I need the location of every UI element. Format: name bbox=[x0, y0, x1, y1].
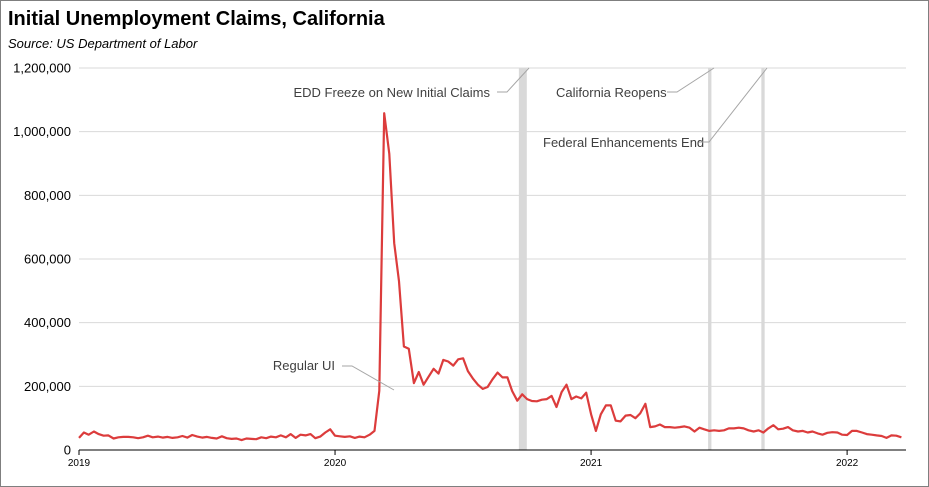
event-bands bbox=[518, 68, 765, 450]
axes: 0 200,000 400,000 600,000 800,000 1,000,000 1,… bbox=[13, 61, 906, 469]
annotation-label: EDD Freeze on New Initial Claims bbox=[293, 85, 490, 100]
annotation-label: Federal Enhancements End bbox=[543, 135, 704, 150]
annotation-label: Regular UI bbox=[273, 358, 335, 373]
event-band-1 bbox=[708, 68, 712, 450]
y-tick-label: 200,000 bbox=[24, 379, 71, 394]
gridlines bbox=[79, 67, 906, 387]
annotation-leader bbox=[497, 67, 530, 93]
series-layer bbox=[78, 112, 902, 442]
event-band-2 bbox=[761, 68, 765, 450]
x-tick-label: 2019 bbox=[68, 458, 91, 469]
annotations-layer: EDD Freeze on New Initial Claims Californ… bbox=[273, 67, 768, 391]
y-tick-label: 400,000 bbox=[24, 315, 71, 330]
event-band-0 bbox=[518, 68, 527, 450]
y-tick-label: 0 bbox=[64, 443, 71, 458]
x-tick-label: 2020 bbox=[324, 458, 347, 469]
annotation-leader bbox=[667, 67, 715, 93]
chart-title: Initial Unemployment Claims, California bbox=[8, 8, 385, 30]
y-tick-label: 1,200,000 bbox=[13, 61, 71, 76]
series-line-0 bbox=[78, 112, 902, 442]
x-tick-label: 2022 bbox=[836, 458, 859, 469]
annotation-leader bbox=[699, 67, 768, 143]
annotation-label: California Reopens bbox=[556, 85, 667, 100]
chart-subtitle: Source: US Department of Labor bbox=[8, 36, 198, 51]
y-tick-label: 1,000,000 bbox=[13, 124, 71, 139]
y-tick-label: 800,000 bbox=[24, 188, 71, 203]
annotation-leader bbox=[342, 365, 395, 391]
x-tick-label: 2021 bbox=[580, 458, 603, 469]
y-tick-label: 600,000 bbox=[24, 252, 71, 267]
